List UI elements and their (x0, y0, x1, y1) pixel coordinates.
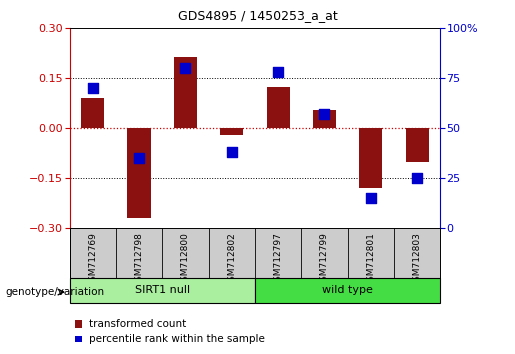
Point (367, 195, 375, 201)
Bar (267, 87, 289, 129)
Bar (128, 129, 150, 218)
Point (274, 69, 282, 75)
Text: percentile rank within the sample: percentile rank within the sample (89, 334, 265, 344)
Text: wild type: wild type (322, 285, 373, 295)
Bar (405, 129, 428, 162)
Bar (359, 129, 382, 188)
Bar (75, 336, 82, 342)
Bar (220, 129, 243, 135)
Point (89, 86, 97, 91)
Bar (313, 110, 336, 129)
Text: transformed count: transformed count (89, 319, 186, 329)
Point (413, 176, 421, 181)
Text: GSM712800: GSM712800 (181, 232, 190, 287)
Text: GDS4895 / 1450253_a_at: GDS4895 / 1450253_a_at (178, 9, 337, 22)
Text: GSM712799: GSM712799 (320, 232, 329, 287)
Text: GSM712801: GSM712801 (366, 232, 375, 287)
Text: GSM712803: GSM712803 (413, 232, 422, 287)
Text: GSM712802: GSM712802 (227, 232, 236, 287)
Bar (174, 57, 197, 129)
Text: SIRT1 null: SIRT1 null (134, 285, 190, 295)
Text: GSM712798: GSM712798 (134, 232, 144, 287)
Bar (81, 98, 104, 129)
Point (181, 65, 190, 71)
Point (228, 149, 236, 155)
Bar (255, 278, 440, 303)
Point (320, 112, 329, 117)
Point (135, 155, 143, 161)
Bar (75, 320, 82, 328)
Text: GSM712797: GSM712797 (273, 232, 283, 287)
Bar (70, 278, 255, 303)
Text: genotype/variation: genotype/variation (5, 287, 104, 297)
Text: GSM712769: GSM712769 (88, 232, 97, 287)
